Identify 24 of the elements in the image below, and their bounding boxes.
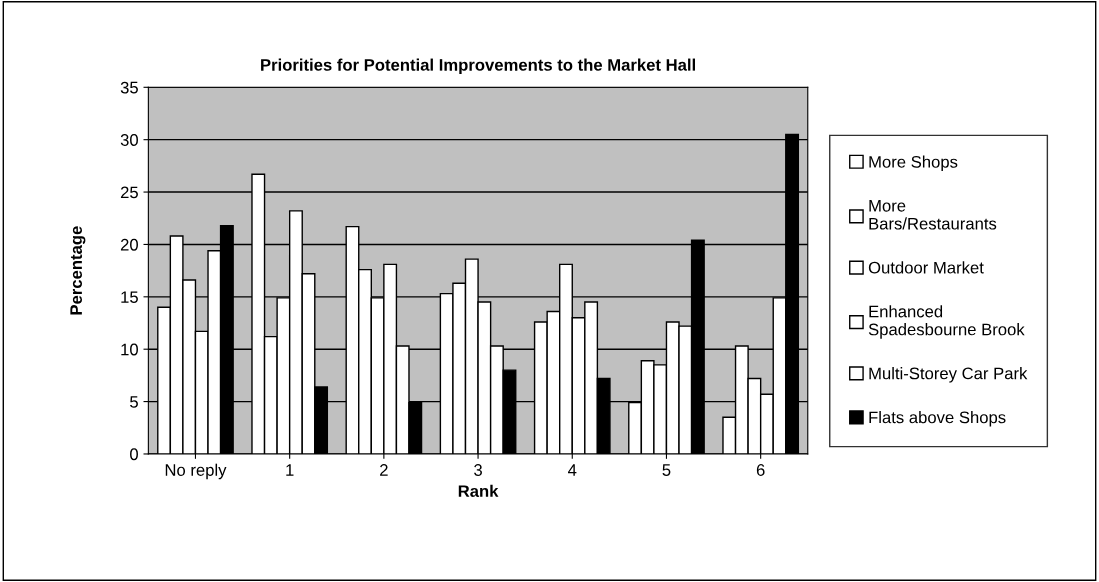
x-tick-label: 6 xyxy=(756,464,765,476)
x-tick-label: 4 xyxy=(568,464,577,476)
legend-label: More Shops xyxy=(869,155,958,172)
x-axis-title: Rank xyxy=(458,484,499,498)
y-tick-label: 30 xyxy=(120,134,138,146)
legend-label: Flats above Shops xyxy=(869,411,1006,427)
legend-label: More Bars/Restaurants xyxy=(869,200,997,230)
chart-title: Priorities for Potential Improvements to the Market Hall xyxy=(261,58,695,75)
x-tick-label: 2 xyxy=(380,464,388,476)
x-tick-label: 1 xyxy=(286,464,294,476)
y-tick-label: 15 xyxy=(121,291,138,304)
legend-label: Multi-Storey Car Park xyxy=(869,367,1028,383)
x-tick-label: 3 xyxy=(474,464,482,476)
y-tick-label: 25 xyxy=(120,186,138,199)
y-tick-label: 0 xyxy=(130,448,138,461)
y-tick-label: 5 xyxy=(130,396,138,408)
x-tick-label: No reply xyxy=(165,463,227,480)
x-tick-label: 5 xyxy=(662,464,671,476)
legend-label: Outdoor Market xyxy=(868,261,984,274)
y-axis-title: Percentage xyxy=(70,226,86,315)
y-tick-label: 10 xyxy=(121,343,138,356)
legend-label: Enhanced Spadesbourne Brook xyxy=(868,305,1025,339)
y-tick-label: 35 xyxy=(120,81,138,94)
y-tick-label: 20 xyxy=(120,238,138,251)
